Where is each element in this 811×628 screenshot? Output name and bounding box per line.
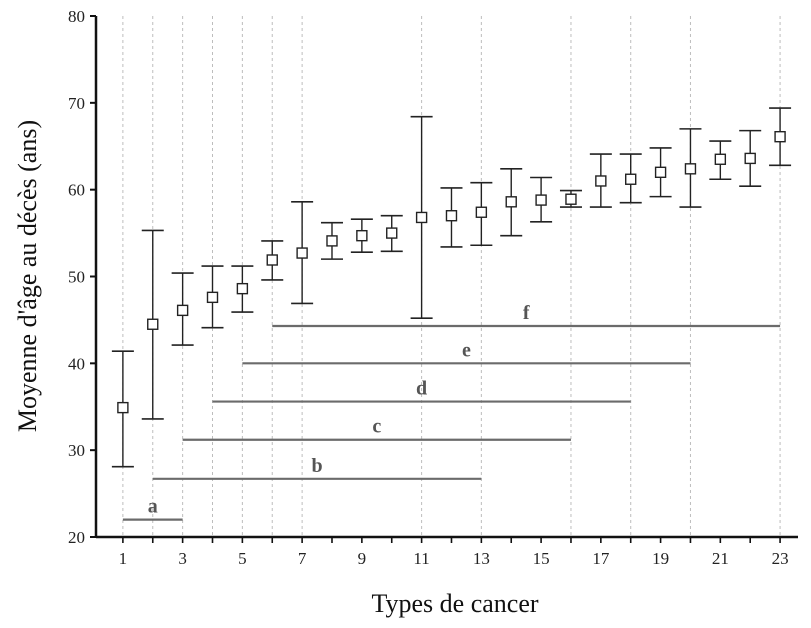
error-bar-2 — [141, 229, 164, 420]
x-tick-label-17: 17 — [592, 549, 610, 568]
x-tick-label-5: 5 — [238, 549, 247, 568]
group-label-a: a — [148, 496, 158, 518]
mean-marker-5 — [236, 282, 249, 295]
group-label-c: c — [372, 416, 381, 438]
mean-marker-10 — [386, 227, 398, 239]
mean-marker-22 — [744, 152, 756, 165]
error-bar-10 — [380, 214, 403, 253]
y-tick-label-20: 20 — [68, 528, 85, 547]
error-bar-14 — [500, 168, 523, 237]
error-bar-20 — [679, 128, 702, 208]
error-bar-8 — [320, 221, 343, 260]
mean-marker-16 — [565, 193, 577, 205]
error-bar-9 — [350, 218, 373, 253]
error-bar-11 — [410, 115, 433, 319]
y-tick-label-50: 50 — [68, 268, 85, 287]
error-bar-15 — [530, 176, 553, 223]
x-tick-label-3: 3 — [178, 549, 187, 568]
x-tick-label-7: 7 — [298, 549, 307, 568]
y-tick-label-60: 60 — [68, 181, 85, 200]
error-bar-6 — [261, 240, 284, 281]
mean-marker-20 — [684, 163, 697, 175]
mean-marker-13 — [475, 206, 488, 218]
x-tick-label-21: 21 — [712, 549, 729, 568]
mean-marker-19 — [654, 166, 667, 179]
mean-marker-18 — [625, 173, 637, 185]
mean-marker-3 — [176, 304, 189, 317]
y-tick-label-30: 30 — [68, 441, 85, 460]
vertical-gridlines — [122, 16, 781, 537]
x-axis-title: Types de cancer — [371, 589, 538, 618]
error-bar-22 — [739, 129, 762, 187]
error-bar-1 — [111, 350, 134, 468]
x-tick-label-1: 1 — [119, 549, 128, 568]
x-tick-label-15: 15 — [533, 549, 550, 568]
group-lines: a b c d e f — [122, 302, 781, 521]
x-tick-label-23: 23 — [772, 549, 789, 568]
mean-marker-14 — [505, 196, 517, 208]
mean-marker-1 — [117, 401, 129, 414]
y-tick-label-40: 40 — [68, 354, 85, 373]
error-bar-23 — [769, 107, 792, 167]
group-label-d: d — [416, 378, 427, 400]
error-bar-13 — [470, 181, 493, 247]
error-bar-19 — [649, 147, 672, 198]
mean-marker-15 — [535, 194, 547, 206]
mean-marker-17 — [595, 175, 607, 187]
axes — [94, 16, 798, 539]
y-axis-title: Moyenne d'âge au décès (ans) — [13, 120, 42, 432]
x-tick-label-9: 9 — [358, 549, 367, 568]
group-label-e: e — [462, 339, 471, 361]
mean-marker-21 — [714, 153, 727, 165]
error-bar-18 — [619, 153, 642, 204]
mean-markers — [117, 130, 786, 414]
group-label-b: b — [311, 455, 322, 477]
mean-marker-4 — [206, 291, 219, 304]
mean-marker-11 — [415, 211, 428, 224]
x-tick-label-19: 19 — [652, 549, 669, 568]
error-bar-5 — [231, 265, 254, 313]
mean-marker-6 — [266, 254, 278, 266]
error-bar-4 — [201, 265, 224, 329]
error-bars — [111, 107, 792, 468]
error-bar-17 — [589, 153, 612, 208]
error-bar-12 — [440, 187, 463, 248]
mean-marker-7 — [296, 247, 308, 259]
mean-marker-23 — [774, 130, 786, 143]
mean-marker-8 — [326, 235, 338, 247]
x-tick-label-13: 13 — [473, 549, 490, 568]
error-bar-3 — [171, 272, 194, 346]
mean-marker-9 — [356, 229, 368, 242]
y-tick-label-80: 80 — [68, 7, 85, 26]
group-label-f: f — [523, 302, 530, 324]
mean-marker-2 — [147, 318, 159, 330]
error-bar-7 — [291, 201, 314, 305]
error-bar-21 — [709, 140, 732, 181]
mean-marker-12 — [445, 210, 458, 222]
x-tick-label-11: 11 — [413, 549, 429, 568]
y-tick-label-70: 70 — [68, 94, 85, 113]
